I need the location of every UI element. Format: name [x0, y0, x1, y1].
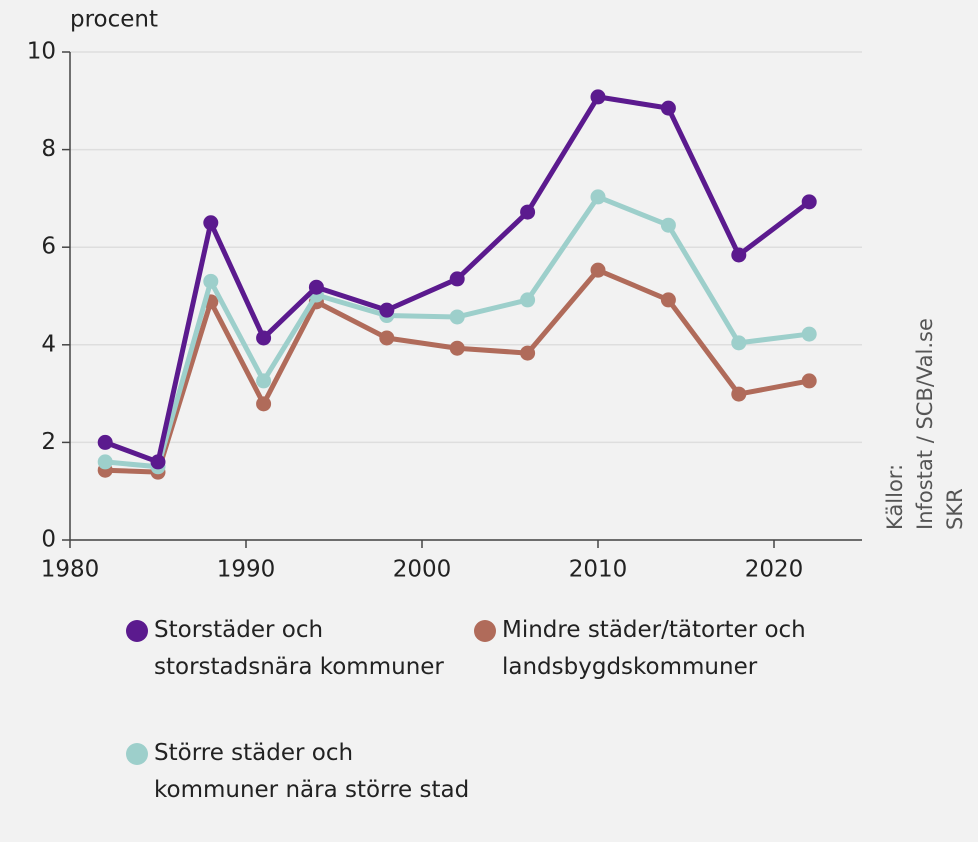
data-point [449, 271, 465, 287]
legend-label: Storstäder och storstadsnära kommuner [154, 617, 444, 680]
series-line [105, 267, 810, 475]
data-point [801, 373, 817, 389]
data-point [203, 215, 219, 231]
legend-item: Mindre städer/tätorter och landsbygdskom… [474, 612, 822, 686]
series-line [104, 194, 810, 470]
data-point [660, 292, 676, 308]
data-point [97, 454, 113, 470]
data-point [379, 302, 395, 318]
source: Källor: Infostat / SCB/Val.se SKR [880, 210, 970, 530]
legend-label: Större städer och kommuner nära större s… [154, 740, 470, 803]
y-tick-label: 2 [41, 429, 56, 455]
data-point [97, 434, 113, 450]
data-point [520, 292, 536, 308]
data-point [801, 326, 817, 342]
data-point [660, 217, 676, 233]
x-tick-label: 1980 [41, 557, 100, 583]
data-point [590, 189, 606, 205]
legend-item: Storstäder och storstadsnära kommuner [126, 612, 474, 686]
legend-swatch [126, 620, 148, 642]
legend-swatch [474, 620, 496, 642]
data-point [590, 89, 606, 105]
y-tick-label: 8 [41, 136, 56, 162]
series-line [104, 94, 811, 465]
data-point [449, 340, 465, 356]
legend-swatch [126, 743, 148, 765]
y-tick-label: 10 [27, 39, 56, 65]
data-point [731, 335, 747, 351]
data-point [590, 262, 606, 278]
data-point [731, 386, 747, 402]
y-tick-label: 0 [41, 527, 56, 553]
data-point [150, 454, 166, 470]
data-point [449, 309, 465, 325]
data-point [256, 373, 272, 389]
source-line: Källor: [883, 463, 907, 530]
data-point [801, 194, 817, 210]
x-tick-label: 2020 [745, 557, 804, 583]
data-point [203, 273, 219, 289]
data-point [256, 330, 272, 346]
legend-label: Mindre städer/tätorter och landsbygdskom… [502, 617, 806, 680]
x-tick-label: 1990 [217, 557, 276, 583]
y-tick-label: 6 [41, 234, 56, 260]
data-point [660, 100, 676, 116]
legend-item: Större städer och kommuner nära större s… [126, 735, 474, 809]
data-point [520, 345, 536, 361]
data-point [731, 247, 747, 263]
y-axis-label: procent [70, 7, 158, 33]
data-point [256, 396, 272, 412]
x-tick-label: 2000 [393, 557, 452, 583]
source-line: Infostat / SCB/Val.se [913, 318, 937, 530]
y-tick-label: 4 [41, 331, 56, 357]
source-line: SKR [943, 488, 967, 530]
data-point [308, 279, 324, 295]
x-tick-label: 2010 [569, 557, 628, 583]
data-point [520, 204, 536, 220]
data-point [379, 330, 395, 346]
